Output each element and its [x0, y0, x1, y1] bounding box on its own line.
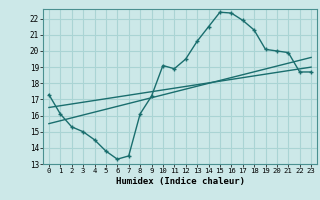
X-axis label: Humidex (Indice chaleur): Humidex (Indice chaleur)	[116, 177, 244, 186]
